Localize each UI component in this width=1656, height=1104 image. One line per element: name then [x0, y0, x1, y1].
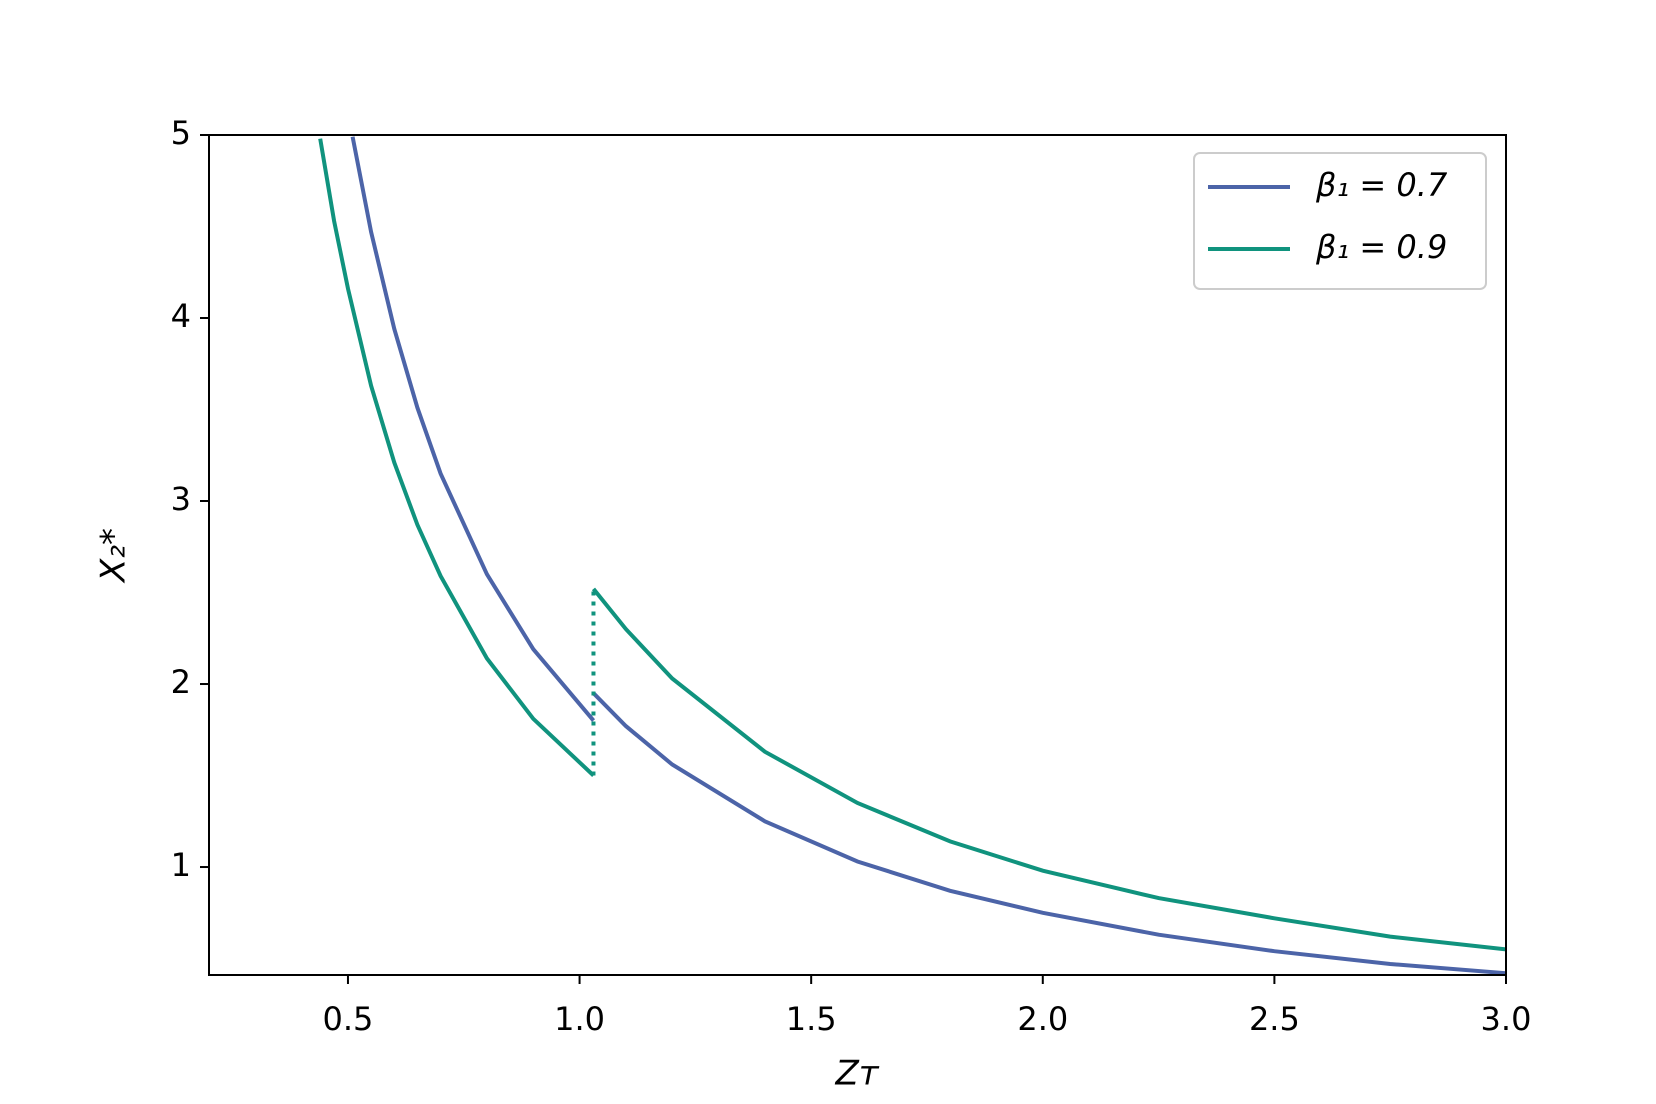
- x-tick-label: 3.0: [1481, 1000, 1532, 1038]
- legend-label: β₁ = 0.7: [1315, 166, 1448, 204]
- x-tick-label: 0.5: [323, 1000, 374, 1038]
- data-line: [318, 138, 1506, 952]
- x-tick-label: 1.0: [554, 1000, 605, 1038]
- x-tick-label: 2.5: [1249, 1000, 1300, 1038]
- y-tick-label: 5: [171, 114, 191, 152]
- y-tick-label: 4: [171, 297, 191, 335]
- x-tick-label: 2.0: [1017, 1000, 1068, 1038]
- y-tick-label: 3: [171, 480, 191, 518]
- plot-frame: [208, 134, 1507, 976]
- y-tick-label: 1: [171, 846, 191, 884]
- legend-label: β₁ = 0.9: [1315, 228, 1447, 266]
- y-tick-label: 2: [171, 663, 191, 701]
- x-tick-label: 1.5: [786, 1000, 837, 1038]
- data-line: [350, 136, 1506, 975]
- x-axis-label: Zᴛ: [834, 1054, 879, 1094]
- y-axis-label: X₂*: [94, 528, 134, 584]
